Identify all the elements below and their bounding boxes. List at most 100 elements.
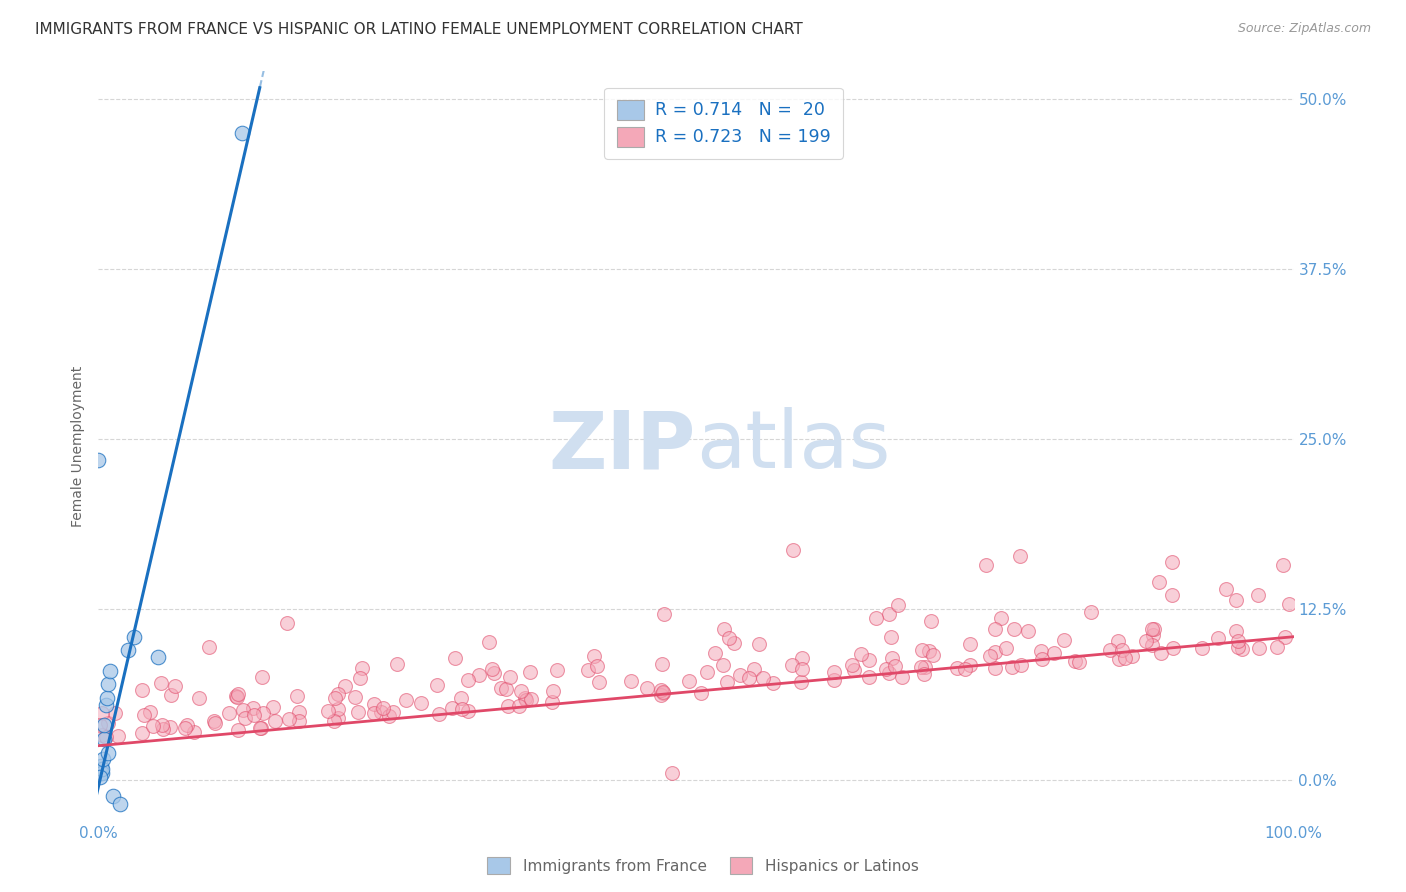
- Point: [159, 720, 181, 734]
- Point: [124, 630, 146, 644]
- Point: [1031, 643, 1053, 657]
- Legend: R = 0.714   N =  20, R = 0.723   N = 199: R = 0.714 N = 20, R = 0.723 N = 199: [605, 87, 842, 159]
- Point: [328, 711, 350, 725]
- Point: [132, 707, 155, 722]
- Point: [945, 660, 967, 674]
- Point: [920, 614, 942, 628]
- Point: [620, 673, 643, 688]
- Point: [94, 698, 117, 712]
- Point: [1080, 605, 1102, 619]
- Point: [202, 714, 225, 728]
- Point: [953, 662, 976, 676]
- Point: [350, 661, 373, 675]
- Point: [373, 701, 395, 715]
- Point: [823, 665, 845, 679]
- Point: [482, 665, 505, 680]
- Point: [880, 630, 903, 644]
- Point: [450, 702, 472, 716]
- Point: [467, 667, 489, 681]
- Point: [762, 676, 785, 690]
- Point: [994, 640, 1017, 655]
- Point: [226, 690, 249, 704]
- Point: [174, 721, 197, 735]
- Point: [585, 659, 607, 673]
- Point: [1161, 641, 1184, 656]
- Point: [1246, 588, 1268, 602]
- Point: [984, 622, 1007, 636]
- Point: [652, 686, 675, 700]
- Point: [93, 731, 115, 746]
- Point: [841, 658, 863, 673]
- Y-axis label: Female Unemployment: Female Unemployment: [72, 366, 86, 526]
- Point: [650, 688, 672, 702]
- Point: [737, 671, 759, 685]
- Point: [858, 670, 880, 684]
- Point: [97, 746, 120, 760]
- Point: [1053, 632, 1076, 647]
- Point: [910, 659, 932, 673]
- Point: [823, 673, 845, 688]
- Point: [409, 696, 432, 710]
- Point: [858, 653, 880, 667]
- Point: [1272, 558, 1295, 573]
- Point: [912, 666, 935, 681]
- Point: [717, 631, 740, 645]
- Point: [990, 611, 1012, 625]
- Point: [780, 657, 803, 672]
- Point: [277, 712, 299, 726]
- Point: [1161, 555, 1184, 569]
- Point: [911, 642, 934, 657]
- Point: [363, 697, 385, 711]
- Point: [496, 699, 519, 714]
- Point: [1206, 631, 1229, 645]
- Point: [131, 682, 153, 697]
- Point: [1230, 642, 1253, 657]
- Point: [513, 691, 536, 706]
- Point: [652, 607, 675, 621]
- Point: [1002, 622, 1025, 636]
- Point: [690, 686, 713, 700]
- Point: [876, 663, 898, 677]
- Point: [285, 689, 308, 703]
- Point: [495, 682, 517, 697]
- Point: [427, 707, 450, 722]
- Point: [713, 622, 735, 636]
- Point: [233, 710, 256, 724]
- Point: [481, 662, 503, 676]
- Point: [349, 671, 371, 685]
- Point: [704, 646, 727, 660]
- Point: [381, 705, 404, 719]
- Point: [1108, 652, 1130, 666]
- Point: [790, 662, 813, 676]
- Point: [984, 661, 1007, 675]
- Point: [150, 675, 173, 690]
- Point: [918, 644, 941, 658]
- Point: [150, 717, 173, 731]
- Point: [97, 677, 120, 691]
- Point: [651, 657, 673, 671]
- Point: [187, 691, 209, 706]
- Point: [252, 706, 274, 720]
- Point: [696, 665, 718, 679]
- Point: [959, 658, 981, 673]
- Point: [884, 659, 907, 673]
- Point: [326, 687, 349, 701]
- Point: [742, 662, 765, 676]
- Point: [91, 762, 114, 776]
- Point: [94, 730, 117, 744]
- Point: [515, 693, 537, 707]
- Point: [583, 648, 606, 663]
- Point: [204, 716, 226, 731]
- Point: [1215, 582, 1237, 596]
- Point: [891, 670, 914, 684]
- Point: [101, 789, 124, 804]
- Point: [1143, 622, 1166, 636]
- Point: [748, 637, 770, 651]
- Point: [344, 690, 367, 705]
- Point: [1267, 640, 1289, 655]
- Point: [288, 706, 311, 720]
- Point: [1140, 638, 1163, 652]
- Point: [276, 615, 298, 630]
- Point: [723, 636, 745, 650]
- Point: [89, 717, 111, 731]
